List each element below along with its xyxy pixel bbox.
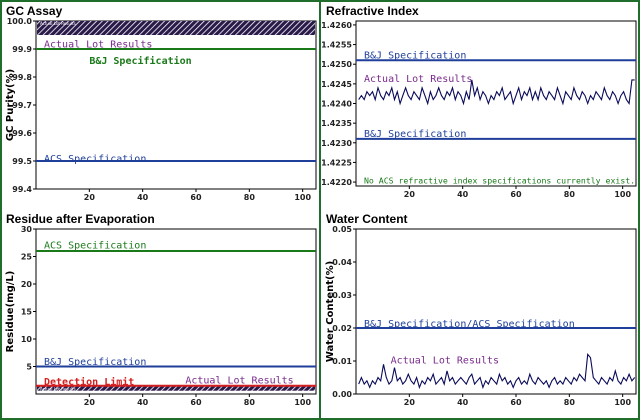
y-tick-label: 0.01	[332, 357, 352, 366]
y-tick-label: 1.4230	[321, 139, 352, 148]
x-tick-label: 80	[244, 193, 256, 202]
y-axis-label: Water Content(%)	[325, 261, 336, 362]
plot-area	[355, 228, 637, 395]
x-tick-label: 40	[457, 398, 469, 407]
x-tick-label: 100	[614, 398, 631, 407]
x-tick-label: 20	[404, 398, 416, 407]
panel-title: Water Content	[326, 212, 408, 226]
x-tick-label: 100	[294, 193, 311, 202]
annotation-label: ACS Specification	[44, 154, 146, 165]
y-tick-label: 1.4225	[321, 158, 352, 167]
annotation-label: B&J Specification	[44, 357, 146, 368]
gc-assay-panel: GC Assay GC Purity(%) 99.4 99.5 99.6 99.7 99.8…	[5, 4, 317, 202]
y-tick-label: 99.5	[12, 157, 32, 166]
y-tick-label: 0.04	[332, 258, 352, 267]
actual-results-band	[37, 21, 315, 35]
annotation-label: No ACS refractive index specifications c…	[364, 176, 635, 186]
annotation-label: Detection Limit	[44, 376, 134, 388]
x-tick-label: 60	[190, 398, 202, 407]
annotation-label: ACS Specification	[44, 240, 146, 251]
y-tick-label: 1.4245	[321, 80, 352, 89]
y-axis-label: GC Purity(%)	[5, 69, 16, 141]
x-tick-label: 100	[614, 190, 631, 199]
annotation-label: B&J Specification	[364, 50, 466, 61]
x-tick-label: 40	[137, 193, 149, 202]
series-line	[358, 79, 635, 106]
y-tick-label: 100.0	[7, 17, 33, 26]
y-tick-label: 10	[21, 335, 33, 344]
x-tick-label: 20	[84, 398, 96, 407]
annotation-label: B&J Specification	[89, 55, 191, 67]
y-tick-label: 99.8	[12, 73, 32, 82]
panel-divider	[319, 2, 321, 418]
x-tick-label: 20	[84, 193, 96, 202]
y-tick-label: 0.00	[332, 390, 352, 399]
y-axis-label: Residue(mg/L)	[5, 271, 16, 353]
x-tick-label: 60	[510, 190, 522, 199]
y-tick-label: 0.03	[332, 291, 352, 300]
x-tick-label: 40	[137, 398, 149, 407]
y-tick-label: 1.4235	[321, 119, 352, 128]
x-tick-label: 40	[457, 190, 469, 199]
y-tick-label: 1.4250	[321, 60, 352, 69]
y-tick-label: 99.9	[12, 45, 32, 54]
y-tick-label: 30	[21, 225, 33, 234]
band-label: Actual Lot Results	[40, 386, 76, 391]
x-tick-label: 80	[244, 398, 256, 407]
x-tick-label: 80	[564, 398, 576, 407]
y-tick-label: 99.4	[12, 185, 32, 194]
x-tick-label: 80	[564, 190, 576, 199]
plot-area	[35, 228, 317, 395]
y-tick-label: 25	[21, 253, 33, 262]
panel-title: GC Assay	[6, 4, 63, 18]
band-label: Actual Lot Results	[40, 21, 76, 26]
x-tick-label: 100	[294, 398, 311, 407]
y-tick-label: 99.6	[12, 129, 32, 138]
y-tick-label: 15	[21, 308, 33, 317]
refractive-index-panel: Refractive Index 1.4220 1.4225 1.4230 1.4235…	[321, 4, 637, 199]
annotation-label: Actual Lot Results	[44, 39, 152, 50]
x-tick-label: 60	[190, 193, 202, 202]
x-tick-label: 20	[404, 190, 416, 199]
series-line	[358, 353, 636, 390]
y-tick-label: 1.4255	[321, 41, 352, 50]
water-content-panel: Water Content Water Content(%) 0.00 0.01 0.0…	[325, 212, 637, 407]
x-tick-label: 60	[510, 398, 522, 407]
annotation-label: Actual Lot Results	[391, 355, 499, 366]
annotation-label: B&J Specification	[364, 129, 466, 140]
annotation-label: Actual Lot Results	[185, 376, 293, 387]
annotation-label: B&J Specification/ACS Specification	[364, 319, 575, 330]
annotation-label: Actual Lot Results	[364, 74, 472, 85]
panel-title: Residue after Evaporation	[6, 212, 155, 226]
plot-area	[355, 20, 637, 187]
y-tick-label: 99.7	[12, 101, 32, 110]
y-tick-label: 0.05	[332, 225, 352, 234]
residue-panel: Residue after Evaporation Residue(mg/L) 5 1…	[5, 212, 317, 407]
y-tick-label: 1.4220	[321, 178, 352, 187]
panel-title: Refractive Index	[326, 4, 419, 18]
y-tick-label: 5	[26, 363, 32, 372]
y-tick-label: 1.4260	[321, 21, 352, 30]
y-tick-label: 0.02	[332, 324, 352, 333]
y-tick-label: 1.4240	[321, 100, 352, 109]
actual-results-band	[37, 386, 315, 391]
y-tick-label: 20	[21, 280, 33, 289]
